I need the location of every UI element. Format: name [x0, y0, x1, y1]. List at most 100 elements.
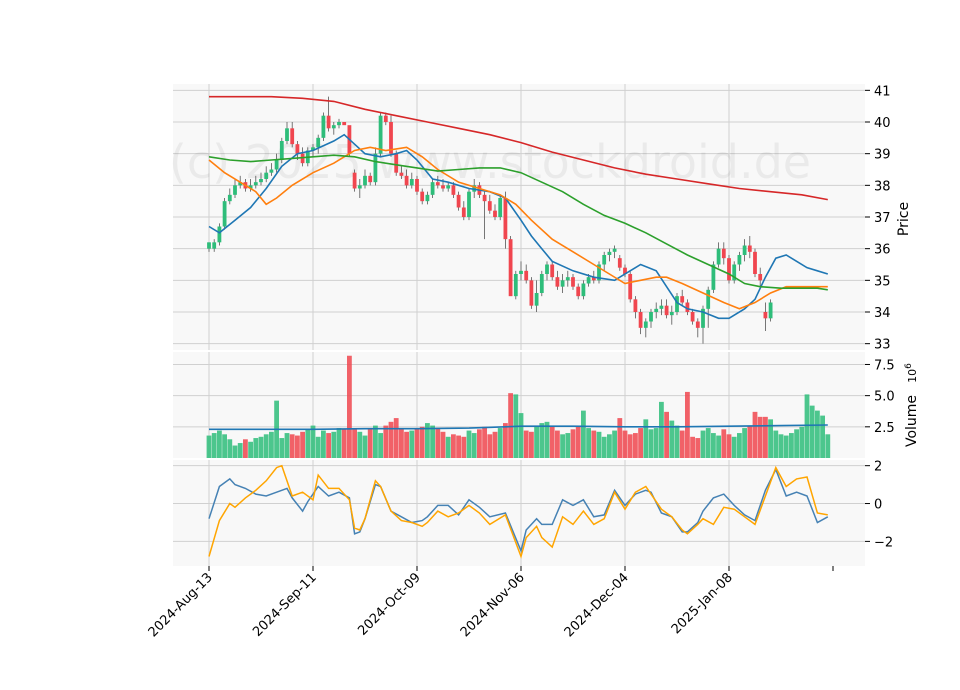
- candle-body: [576, 286, 581, 297]
- volume-bar: [768, 419, 773, 458]
- candle-body: [352, 172, 357, 189]
- candle: [508, 236, 513, 297]
- candle-body: [363, 175, 367, 186]
- volume-bar: [529, 431, 534, 458]
- volume-bar: [492, 431, 498, 458]
- candle: [456, 191, 461, 211]
- candle: [737, 251, 742, 271]
- volume-bar: [414, 429, 420, 458]
- candle: [571, 274, 575, 290]
- candle-body: [409, 179, 414, 186]
- candle: [383, 112, 388, 126]
- volume-bar: [508, 393, 513, 458]
- candle-body: [711, 264, 716, 290]
- volume-bar: [341, 429, 347, 458]
- volume-bar: [336, 428, 342, 458]
- candle: [425, 191, 430, 205]
- candle-body: [706, 289, 711, 309]
- candle-body: [659, 305, 664, 309]
- candle: [669, 305, 674, 325]
- volume-bar: [659, 401, 664, 458]
- volume-bar: [690, 436, 695, 458]
- volume-bar: [206, 435, 212, 458]
- candle: [357, 179, 362, 198]
- volume-bar: [757, 416, 763, 458]
- volume-bar: [794, 429, 799, 458]
- candle: [435, 175, 440, 189]
- volume-bar: [763, 416, 768, 458]
- candle: [233, 179, 237, 198]
- candle-body: [539, 274, 544, 293]
- candle-body: [404, 175, 409, 186]
- volume-bar: [716, 435, 721, 458]
- candle: [659, 299, 664, 316]
- volume-bar: [295, 435, 300, 458]
- candle-body: [378, 115, 383, 154]
- candle: [742, 239, 747, 262]
- candle-body: [435, 182, 440, 186]
- candle: [545, 261, 549, 281]
- candle: [690, 308, 695, 325]
- volume-bar: [383, 425, 389, 458]
- candle: [617, 255, 622, 271]
- volume-bar: [393, 418, 399, 458]
- candle: [430, 179, 435, 198]
- volume-bar: [664, 411, 669, 458]
- volume-bar: [643, 419, 649, 458]
- price-tick-label: 38: [874, 179, 891, 194]
- candle-body: [487, 201, 492, 211]
- candle-body: [649, 312, 653, 322]
- candle: [259, 172, 263, 186]
- candle: [716, 242, 721, 268]
- candle-body: [399, 172, 404, 176]
- candle-body: [519, 270, 523, 274]
- candle: [747, 236, 752, 259]
- candle: [264, 166, 269, 183]
- candle: [222, 198, 227, 230]
- volume-bar: [466, 430, 472, 458]
- candle: [768, 299, 773, 322]
- candle-body: [628, 274, 633, 300]
- candle: [524, 264, 529, 284]
- candle-body: [529, 280, 534, 306]
- volume-bar: [773, 430, 779, 458]
- candle: [513, 270, 518, 300]
- candle: [316, 134, 321, 154]
- volume-bar: [315, 436, 321, 458]
- volume-bar: [555, 430, 560, 458]
- oscillator-tick-label: 2: [874, 460, 882, 475]
- volume-bar: [669, 420, 675, 458]
- candle-body: [768, 302, 773, 319]
- price-tick-label: 34: [874, 306, 891, 321]
- volume-bar: [560, 434, 565, 458]
- volume-bar: [352, 428, 357, 458]
- candle: [576, 283, 581, 300]
- candle-body: [524, 270, 529, 281]
- volume-bar: [497, 428, 503, 458]
- candle-body: [591, 277, 596, 281]
- candle: [534, 280, 539, 312]
- candle-body: [467, 191, 471, 217]
- candle: [451, 182, 456, 198]
- candle: [685, 299, 690, 316]
- candle-body: [664, 305, 669, 316]
- volume-bar: [263, 434, 269, 458]
- candle-body: [716, 248, 721, 265]
- candle: [404, 169, 409, 189]
- candle-body: [300, 153, 305, 164]
- candle-body: [279, 141, 284, 160]
- volume-bar: [404, 431, 409, 458]
- candle: [321, 112, 326, 141]
- volume-bar: [534, 425, 539, 458]
- candle-body: [513, 274, 518, 297]
- candle: [753, 248, 757, 278]
- volume-bar: [752, 411, 758, 458]
- candle-body: [586, 277, 591, 284]
- volume-bar: [373, 425, 378, 458]
- volume-bar: [726, 434, 732, 458]
- volume-bar: [248, 441, 253, 458]
- volume-bar: [581, 410, 586, 458]
- volume-bar: [804, 394, 810, 458]
- volume-bar: [477, 429, 482, 458]
- candle-body: [274, 160, 279, 170]
